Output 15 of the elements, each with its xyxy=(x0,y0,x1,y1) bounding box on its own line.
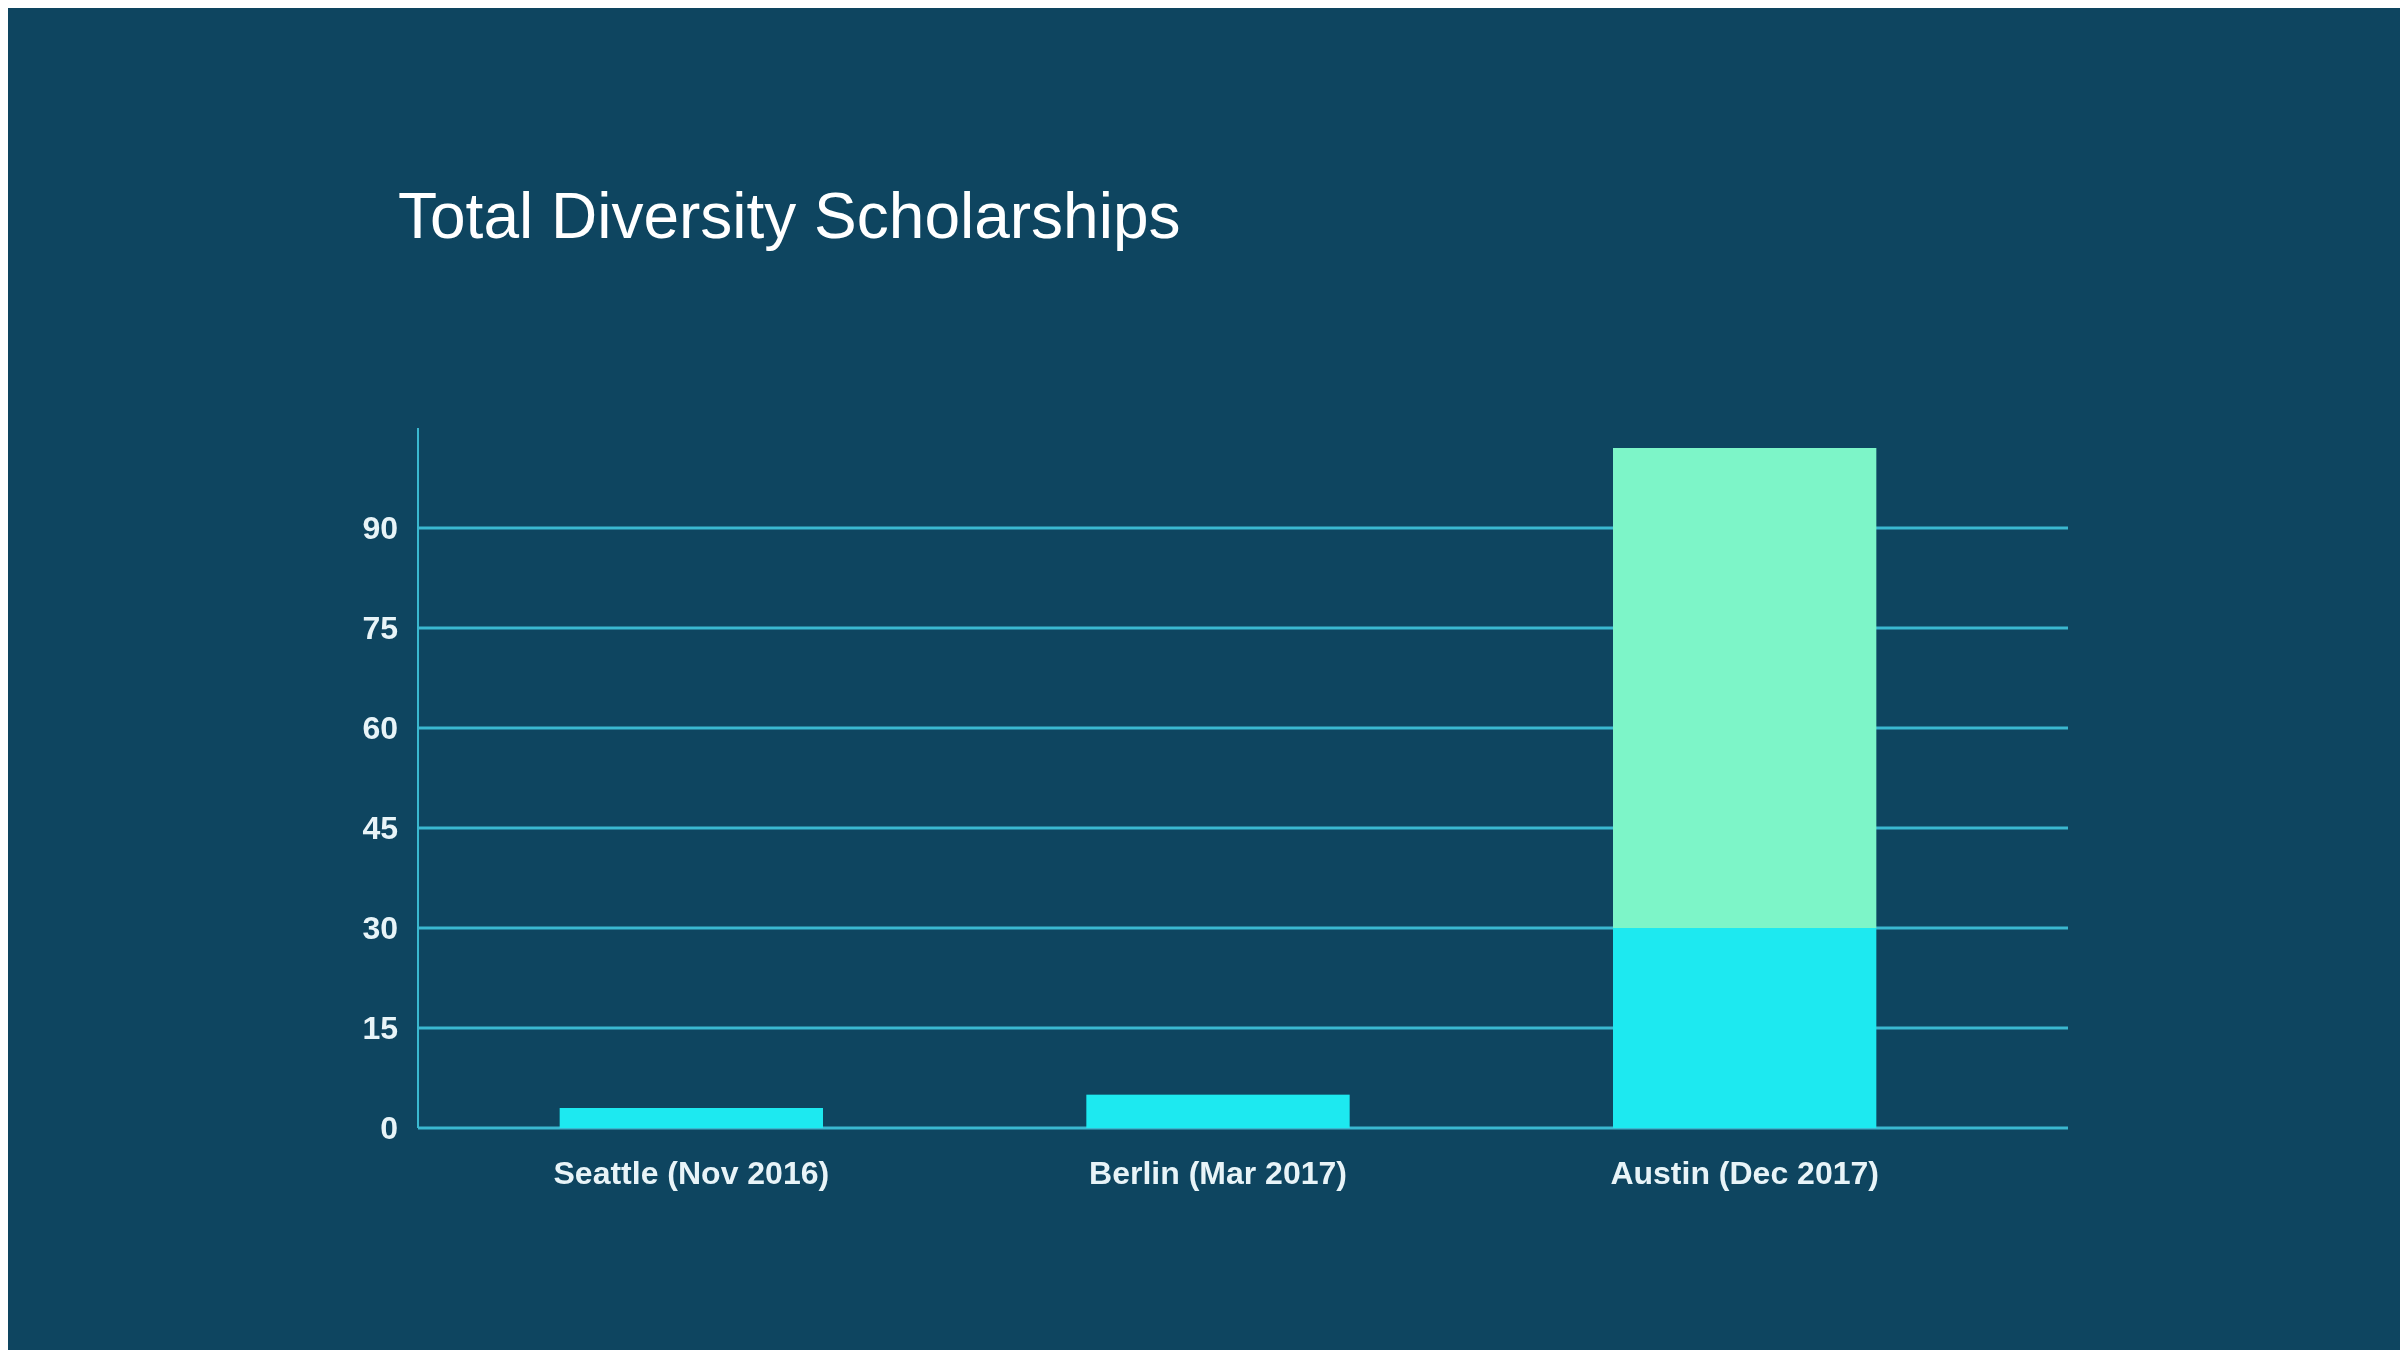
chart-title: Total Diversity Scholarships xyxy=(398,180,1181,252)
y-tick-label: 60 xyxy=(362,710,398,747)
bar xyxy=(1613,928,1877,1128)
x-tick-label: Austin (Dec 2017) xyxy=(1610,1155,1879,1192)
bar xyxy=(1086,1094,1350,1128)
y-tick-label: 0 xyxy=(380,1110,398,1147)
y-tick-label: 75 xyxy=(362,610,398,647)
y-tick-label: 15 xyxy=(362,1010,398,1047)
y-tick-label: 90 xyxy=(362,510,398,547)
bar xyxy=(1613,448,1877,928)
x-tick-label: Berlin (Mar 2017) xyxy=(1089,1155,1347,1192)
bar xyxy=(559,1108,823,1128)
x-tick-label: Seattle (Nov 2016) xyxy=(553,1155,830,1192)
y-tick-label: 45 xyxy=(362,810,398,847)
y-tick-label: 30 xyxy=(362,910,398,947)
